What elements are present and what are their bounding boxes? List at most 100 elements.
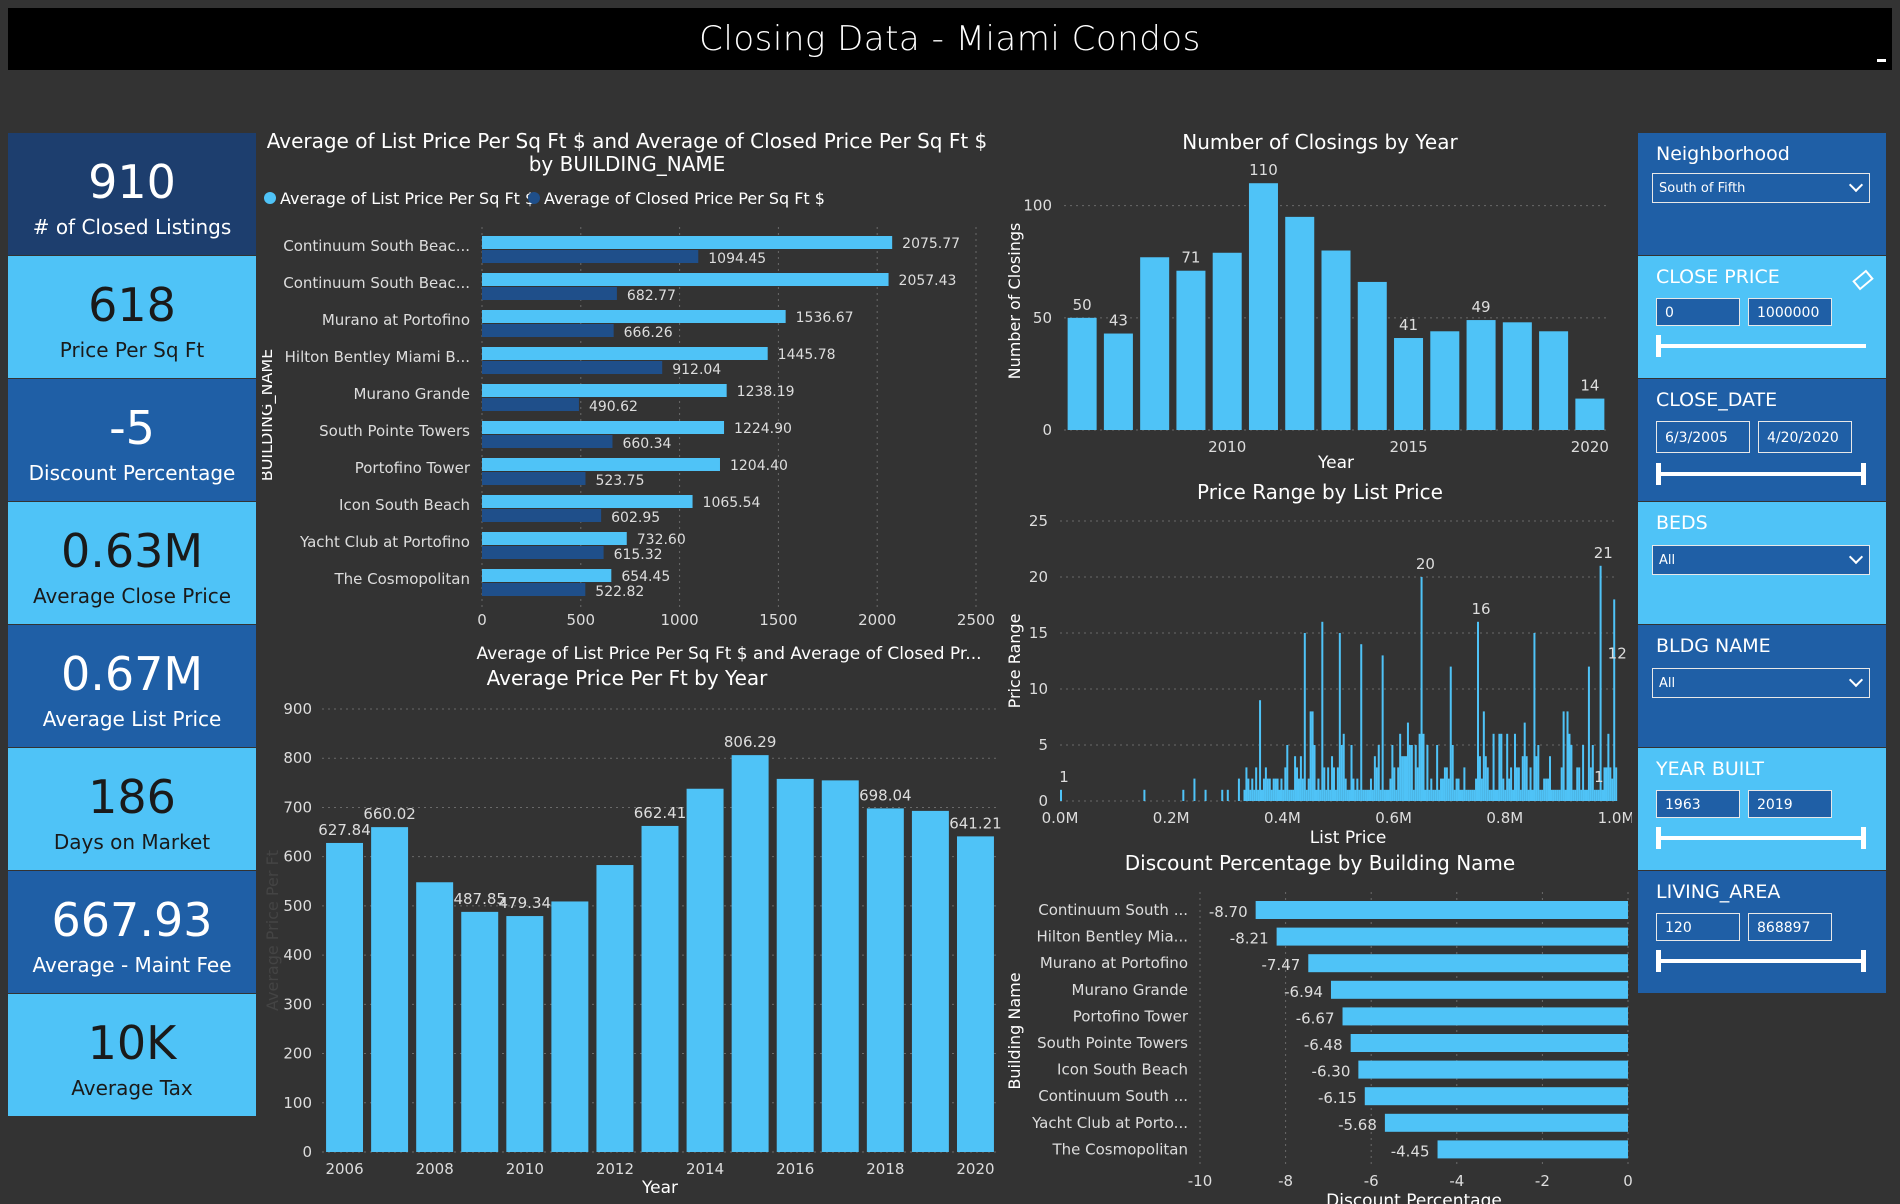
bar-closed-price xyxy=(482,509,602,522)
close-date-start-input[interactable]: 6/3/2005 xyxy=(1656,421,1750,453)
close-date-slider[interactable] xyxy=(1656,463,1866,485)
beds-dropdown[interactable]: All xyxy=(1652,545,1870,575)
bar xyxy=(1466,320,1496,430)
living-area-max-input[interactable]: 868897 xyxy=(1748,913,1832,941)
data-label: -6.48 xyxy=(1304,1036,1343,1054)
year-built-max-input[interactable]: 2019 xyxy=(1748,790,1832,818)
slider-max-handle[interactable] xyxy=(1861,463,1866,485)
bar xyxy=(1285,216,1315,430)
data-label: 479.34 xyxy=(499,894,552,912)
bar xyxy=(551,901,589,1152)
bar xyxy=(1506,733,1509,801)
kpi-label: Average List Price xyxy=(42,707,222,731)
x-tick-label: 2020 xyxy=(956,1160,994,1178)
bar xyxy=(1311,711,1314,801)
data-label: 666.26 xyxy=(624,325,673,341)
y-tick-label: 0 xyxy=(1038,792,1048,810)
bar xyxy=(1486,767,1489,801)
bar xyxy=(461,911,499,1152)
bar xyxy=(1461,789,1464,801)
x-axis-title: Year xyxy=(1317,453,1354,473)
x-tick-label: 2016 xyxy=(776,1160,814,1178)
bar xyxy=(641,825,679,1152)
close-price-slider[interactable] xyxy=(1656,335,1866,357)
bldg-name-dropdown[interactable]: All xyxy=(1652,668,1870,698)
bar xyxy=(1292,789,1295,801)
bar xyxy=(1397,767,1400,801)
slider-min-handle[interactable] xyxy=(1656,827,1661,849)
year-built-slider[interactable] xyxy=(1656,827,1866,849)
bar xyxy=(1403,756,1406,801)
neighborhood-dropdown[interactable]: South of Fifth xyxy=(1652,173,1870,203)
data-label: 912.04 xyxy=(672,362,721,378)
kpi-card-average-close-price: 0.63M Average Close Price xyxy=(8,502,256,624)
minimize-icon[interactable] xyxy=(1877,59,1886,62)
category-label: Portofino Tower xyxy=(1073,1007,1189,1025)
bar xyxy=(1308,954,1628,973)
close-price-min-input[interactable]: 0 xyxy=(1656,298,1740,326)
bar xyxy=(1434,789,1437,801)
close-price-max-input[interactable]: 1000000 xyxy=(1748,298,1832,326)
living-area-min-input[interactable]: 120 xyxy=(1656,913,1740,941)
data-label: 487.85 xyxy=(453,890,506,908)
slider-max-handle[interactable] xyxy=(1861,827,1866,849)
slider-min-handle[interactable] xyxy=(1656,463,1661,485)
bar xyxy=(1272,778,1275,801)
bar xyxy=(1288,789,1291,801)
bar xyxy=(1276,778,1279,801)
bar xyxy=(1399,733,1402,801)
eraser-icon[interactable] xyxy=(1852,269,1874,291)
year-built-min-input[interactable]: 1963 xyxy=(1656,790,1740,818)
bar xyxy=(1356,778,1359,801)
data-label: 1204.40 xyxy=(730,458,788,474)
bar xyxy=(1471,789,1474,801)
data-label: -7.47 xyxy=(1261,956,1300,974)
kpi-card-average-maint-fee: 667.93 Average - Maint Fee xyxy=(8,871,256,993)
x-tick-label: -6 xyxy=(1364,1172,1379,1190)
slider-min-handle[interactable] xyxy=(1656,335,1661,357)
bar xyxy=(1422,733,1425,801)
filter-year-built: YEAR BUILT 1963 2019 xyxy=(1638,748,1886,870)
bar xyxy=(1321,621,1324,801)
bar xyxy=(1248,183,1278,430)
bar xyxy=(1394,338,1424,430)
bar xyxy=(776,778,814,1152)
bar xyxy=(1443,767,1446,801)
y-tick-label: 100 xyxy=(283,1094,312,1112)
category-label: Continuum South ... xyxy=(1038,1087,1188,1105)
bar xyxy=(1498,733,1501,801)
data-label: 110 xyxy=(1249,161,1278,179)
bar xyxy=(1418,733,1421,801)
bar xyxy=(1539,789,1542,801)
bar xyxy=(1278,789,1281,801)
kpi-value: 0.63M xyxy=(60,524,204,578)
bar xyxy=(1430,331,1460,430)
bar-closed-price xyxy=(482,287,617,300)
bar xyxy=(1552,789,1555,801)
filter-close-price: CLOSE PRICE 0 1000000 xyxy=(1638,256,1886,378)
data-label: 654.45 xyxy=(621,569,670,585)
kpi-value: 910 xyxy=(88,155,176,209)
slider-max-handle[interactable] xyxy=(1861,950,1866,972)
category-label: Yacht Club at Portofino xyxy=(299,533,470,551)
bar xyxy=(1558,789,1561,801)
x-tick-label: 0 xyxy=(1623,1172,1632,1190)
bar xyxy=(1574,789,1577,801)
slider-min-handle[interactable] xyxy=(1656,950,1661,972)
bar xyxy=(1354,789,1357,801)
close-date-end-input[interactable]: 4/20/2020 xyxy=(1758,421,1852,453)
bar xyxy=(1410,745,1413,801)
bar xyxy=(326,842,364,1152)
bar xyxy=(1245,767,1248,801)
bar xyxy=(1547,778,1550,801)
data-label: 20 xyxy=(1416,555,1435,573)
x-tick-label: 2000 xyxy=(858,611,896,629)
living-area-slider[interactable] xyxy=(1656,950,1866,972)
bar xyxy=(1467,789,1470,801)
x-tick-label: 2008 xyxy=(416,1160,454,1178)
bar-list-price xyxy=(482,384,727,397)
data-label: 1238.19 xyxy=(737,384,795,400)
bar xyxy=(1488,789,1491,801)
bar xyxy=(1249,789,1252,801)
bar xyxy=(1381,655,1384,801)
